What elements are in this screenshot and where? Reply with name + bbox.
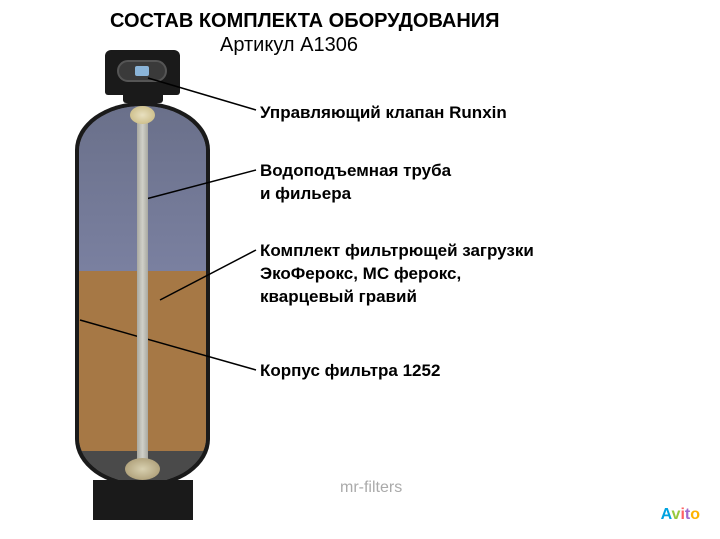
bottom-distributor-icon bbox=[125, 458, 160, 480]
valve-display-icon bbox=[117, 60, 167, 82]
top-connector-icon bbox=[130, 106, 155, 124]
tank-stand bbox=[93, 480, 193, 520]
label-filter-media: Комплект фильтрющей загрузки ЭкоФерокс, … bbox=[260, 240, 534, 309]
label-media-line3: кварцевый гравий bbox=[260, 287, 417, 306]
label-media-line2: ЭкоФерокс, МС ферокс, bbox=[260, 264, 461, 283]
label-riser-pipe: Водоподъемная труба и фильера bbox=[260, 160, 451, 206]
label-filter-housing: Корпус фильтра 1252 bbox=[260, 360, 440, 383]
riser-pipe bbox=[137, 110, 148, 470]
label-riser-line2: и фильера bbox=[260, 184, 351, 203]
control-valve bbox=[105, 50, 180, 95]
watermark-avito: Avito bbox=[661, 506, 700, 524]
page-subtitle: Артикул А1306 bbox=[220, 34, 358, 57]
page-title: СОСТАВ КОМПЛЕКТА ОБОРУДОВАНИЯ bbox=[110, 10, 500, 33]
watermark-mr-filters: mr-filters bbox=[340, 479, 402, 497]
label-media-line1: Комплект фильтрющей загрузки bbox=[260, 241, 534, 260]
label-control-valve: Управляющий клапан Runxin bbox=[260, 102, 507, 125]
filter-diagram bbox=[75, 50, 210, 520]
label-riser-line1: Водоподъемная труба bbox=[260, 161, 451, 180]
